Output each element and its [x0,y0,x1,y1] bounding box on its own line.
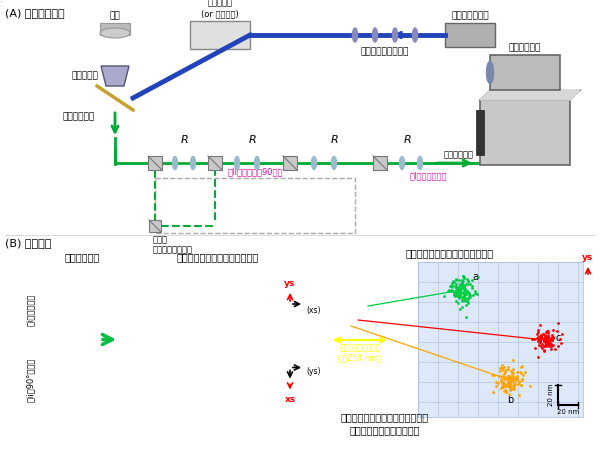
Text: xs: xs [284,396,296,405]
Text: R: R [248,135,256,145]
Text: a: a [159,266,165,276]
Text: 20 nm: 20 nm [548,384,554,406]
Text: yd: yd [63,320,71,325]
Text: b: b [202,266,208,276]
Text: 通常の蛍光像: 通常の蛍光像 [64,252,100,262]
Text: c: c [245,346,251,356]
Ellipse shape [413,28,418,42]
Text: c: c [245,266,251,276]
Text: 入射スリット: 入射スリット [444,150,474,159]
Bar [373,156,387,170]
Text: 対物レンズ: 対物レンズ [71,72,98,81]
Text: カメラ検出器: カメラ検出器 [509,43,541,52]
Ellipse shape [100,28,130,38]
Text: xd: xd [91,342,99,348]
Ellipse shape [311,157,317,170]
Text: 再構成された蛍光プローブの軌跡: 再構成された蛍光プローブの軌跡 [406,248,494,258]
Bar [149,220,161,232]
Bar [100,23,130,35]
Text: R: R [331,135,339,145]
Bar [418,262,583,417]
Text: (B) 原理検証: (B) 原理検証 [5,238,52,248]
Ellipse shape [235,157,239,170]
Text: ys: ys [284,279,296,288]
Text: slit: slit [70,396,80,402]
Ellipse shape [487,62,493,84]
Text: 分散型イメージング分光器: 分散型イメージング分光器 [493,79,557,88]
Bar [141,345,279,397]
Bar [208,156,222,170]
Text: 1 μm: 1 μm [146,409,162,414]
Text: R: R [404,135,412,145]
Text: 通常の蛍光スポット
（～250 nm）: 通常の蛍光スポット （～250 nm） [338,343,382,362]
Ellipse shape [373,28,377,42]
Bar [476,110,484,155]
Text: 全反射照明
(or 落射照明): 全反射照明 (or 落射照明) [201,0,239,18]
Text: （II）像回転（90度）: （II）像回転（90度） [227,167,283,176]
Text: 無偏光
ビームスプリッタ: 無偏光 ビームスプリッタ [153,235,193,254]
Text: b: b [202,346,208,356]
Ellipse shape [418,157,422,170]
Text: a: a [159,346,165,356]
Polygon shape [480,90,580,100]
Bar [480,100,570,165]
Text: (ys): (ys) [306,366,320,375]
Text: c: c [555,333,560,343]
Bar [283,156,297,170]
Text: a: a [472,272,478,282]
Ellipse shape [400,157,404,170]
Ellipse shape [173,157,178,170]
Bar [148,156,162,170]
Text: 二色性ミラー: 二色性ミラー [63,112,95,121]
Text: （i）無回転像: （i）無回転像 [25,294,35,326]
Text: 可視光レーザー: 可視光レーザー [451,11,489,20]
Bar [141,280,279,332]
Polygon shape [101,66,129,86]
Ellipse shape [392,28,398,42]
Text: 20 nm: 20 nm [557,409,579,415]
Text: 分光によって分離された蛍光像: 分光によって分離された蛍光像 [177,252,259,262]
Text: ビームエキスパンダ: ビームエキスパンダ [361,47,409,56]
Text: yd: yd [151,321,160,328]
Text: xd: xd [176,342,185,348]
Ellipse shape [353,28,358,42]
Text: R: R [181,135,189,145]
Text: (xs): (xs) [306,306,320,315]
Bar [155,178,355,233]
Bar [490,55,560,90]
Ellipse shape [191,157,196,170]
Ellipse shape [254,157,260,170]
Bar [190,21,250,49]
Bar [58,358,90,380]
Text: （I）像回転なし: （I）像回転なし [410,171,448,180]
Text: b: b [507,395,513,405]
Bar [58,294,90,316]
Text: 試料: 試料 [110,11,121,20]
Bar [445,23,495,47]
Text: ys: ys [583,253,593,262]
Text: 回折限界以下のナノスケール中の
複数分子を同時追跡可能！: 回折限界以下のナノスケール中の 複数分子を同時追跡可能！ [341,412,429,435]
Text: (A) 光学システム: (A) 光学システム [5,8,65,18]
Ellipse shape [331,157,337,170]
Text: （ii）90°回転像: （ii）90°回転像 [25,358,35,402]
